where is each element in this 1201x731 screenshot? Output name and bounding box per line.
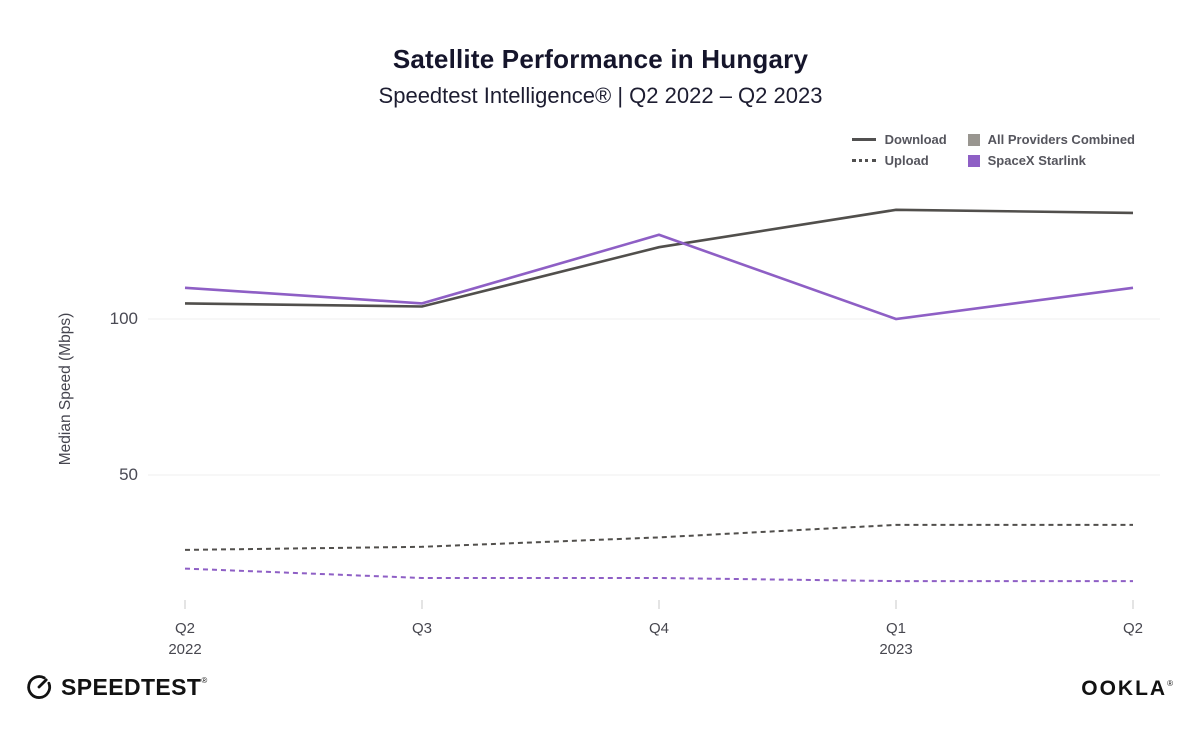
y-tick-label-100: 100 [109, 309, 138, 328]
series-line-starlink-download [184, 233, 1134, 321]
all-providers-swatch-icon [967, 133, 980, 146]
x-tick-label: Q1 [885, 620, 906, 637]
series-line-all-providers-download [184, 208, 1134, 308]
speedtest-logo: SPEEDTEST® [25, 673, 208, 701]
x-tick-label: Q3 [411, 620, 432, 637]
speedtest-gauge-icon [27, 675, 51, 699]
x-tick-label: Q2 [1122, 620, 1143, 637]
chart-legend: Download All Providers Combined Upload S… [851, 131, 1135, 169]
legend-label-upload: Upload [884, 153, 929, 168]
speedtest-trademark: ® [201, 675, 208, 685]
x-tick-year-label: 2023 [879, 641, 913, 658]
ookla-wordmark: OOKLA® [1081, 677, 1175, 700]
speedtest-wordmark: SPEEDTEST® [61, 673, 208, 700]
series-line-all-providers-upload [184, 523, 1133, 551]
legend-label-download: Download [884, 132, 947, 147]
series-line-starlink-upload [184, 567, 1133, 583]
upload-line-sample-icon [851, 159, 876, 162]
y-tick-label-50: 50 [119, 465, 138, 484]
legend-row-upload: Upload SpaceX Starlink [851, 152, 1135, 169]
x-tick-label: Q4 [648, 620, 669, 637]
x-tick-year-label: 2022 [168, 641, 202, 658]
ookla-trademark: ® [1167, 679, 1175, 688]
download-line-sample-icon [851, 138, 876, 141]
page-title: Satellite Performance in Hungary [392, 44, 809, 74]
ookla-logo: OOKLA® [1081, 677, 1175, 701]
y-axis-title: Median Speed (Mbps) [57, 312, 74, 466]
page-subtitle: Speedtest Intelligence® | Q2 2022 – Q2 2… [378, 83, 823, 108]
x-tick-label: Q2 [174, 620, 195, 637]
legend-label-all-providers: All Providers Combined [987, 132, 1135, 147]
starlink-swatch-icon [967, 154, 980, 167]
legend-label-starlink: SpaceX Starlink [987, 153, 1086, 168]
legend-row-download: Download All Providers Combined [851, 131, 1135, 148]
